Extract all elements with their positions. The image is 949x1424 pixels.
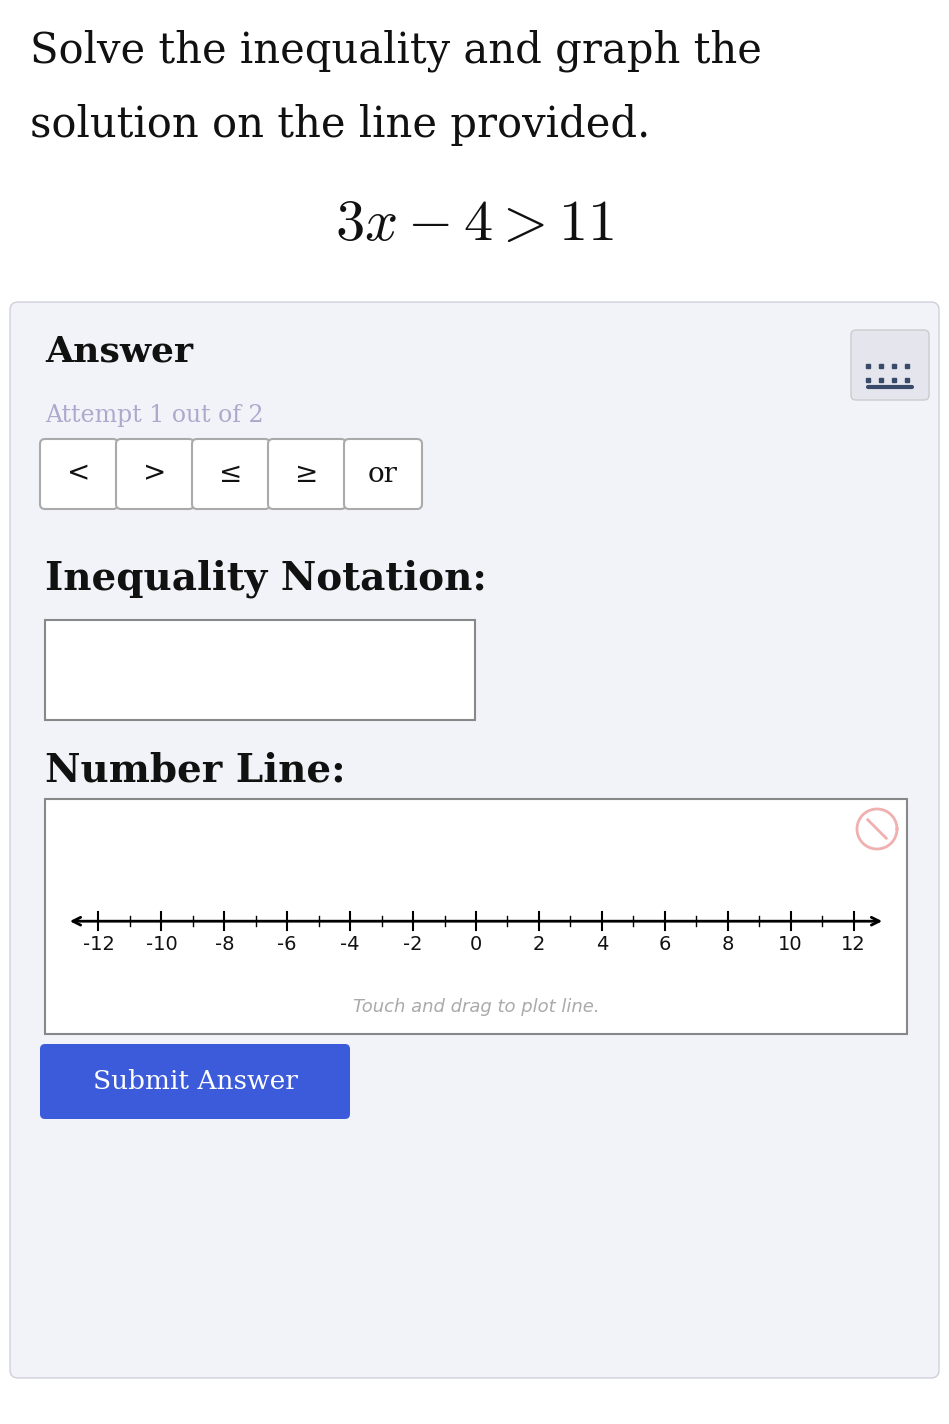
- Text: -10: -10: [145, 936, 177, 954]
- Text: ≤: ≤: [219, 460, 243, 487]
- Text: -8: -8: [214, 936, 234, 954]
- Text: solution on the line provided.: solution on the line provided.: [30, 104, 650, 147]
- FancyBboxPatch shape: [851, 330, 929, 400]
- Text: 2: 2: [532, 936, 545, 954]
- Text: 6: 6: [659, 936, 671, 954]
- FancyBboxPatch shape: [10, 302, 939, 1378]
- Text: 4: 4: [596, 936, 608, 954]
- Text: 8: 8: [721, 936, 734, 954]
- FancyBboxPatch shape: [116, 439, 194, 508]
- FancyBboxPatch shape: [45, 619, 475, 721]
- FancyBboxPatch shape: [344, 439, 422, 508]
- Text: 0: 0: [470, 936, 482, 954]
- FancyBboxPatch shape: [40, 1044, 350, 1119]
- Text: 12: 12: [841, 936, 865, 954]
- Text: Touch and drag to plot line.: Touch and drag to plot line.: [353, 998, 600, 1015]
- Text: Solve the inequality and graph the: Solve the inequality and graph the: [30, 30, 762, 73]
- Text: -4: -4: [341, 936, 360, 954]
- Text: >: >: [143, 460, 167, 487]
- FancyBboxPatch shape: [192, 439, 270, 508]
- Text: Inequality Notation:: Inequality Notation:: [45, 560, 487, 598]
- Text: ≥: ≥: [295, 460, 319, 487]
- Text: -2: -2: [403, 936, 423, 954]
- Text: Attempt 1 out of 2: Attempt 1 out of 2: [45, 404, 264, 427]
- Text: <: <: [67, 460, 91, 487]
- Text: or: or: [368, 460, 398, 487]
- FancyBboxPatch shape: [40, 439, 118, 508]
- Text: Answer: Answer: [45, 335, 193, 369]
- FancyBboxPatch shape: [268, 439, 346, 508]
- Text: Number Line:: Number Line:: [45, 752, 345, 790]
- Text: Submit Answer: Submit Answer: [93, 1069, 297, 1094]
- Text: -12: -12: [83, 936, 115, 954]
- Text: 10: 10: [778, 936, 803, 954]
- Text: $3x-4>11$: $3x-4>11$: [335, 197, 613, 252]
- FancyBboxPatch shape: [45, 799, 907, 1034]
- Text: -6: -6: [277, 936, 297, 954]
